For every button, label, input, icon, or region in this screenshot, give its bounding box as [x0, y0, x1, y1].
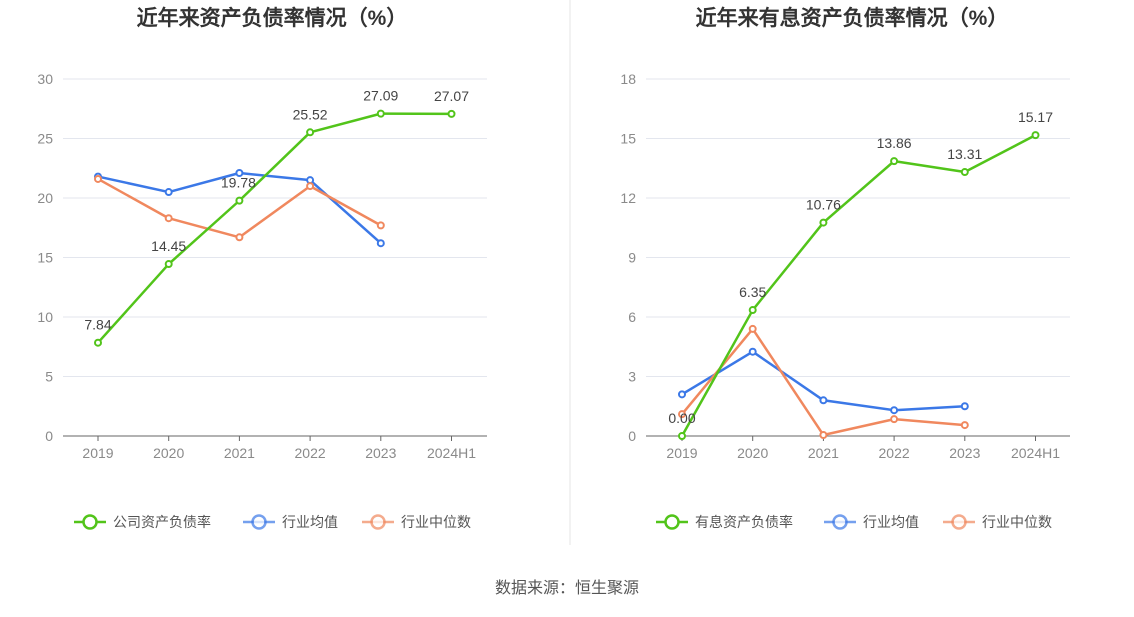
series-point-3	[235, 233, 244, 242]
data-label: 25.52	[293, 106, 328, 122]
data-label: 15.17	[1018, 109, 1053, 125]
legend-label: 行业均值	[863, 514, 919, 530]
series-point-1	[164, 260, 173, 269]
series-point-2	[376, 239, 385, 248]
series-point-1	[819, 218, 828, 227]
series-point-1	[376, 109, 385, 118]
x-tick-label: 2019	[82, 445, 113, 461]
y-tick-label: 15	[37, 250, 53, 266]
x-tick-label: 2023	[365, 445, 396, 461]
series-point-3	[960, 421, 969, 430]
chart-title: 近年来资产负债率情况（%）	[137, 6, 408, 30]
legend-marker	[832, 514, 848, 530]
y-tick-label: 6	[628, 309, 636, 325]
series-point-2	[890, 406, 899, 415]
data-label: 19.78	[221, 175, 256, 191]
y-tick-label: 30	[37, 71, 53, 87]
legend-item-1: 有息资产负债率	[656, 514, 793, 530]
x-tick-label: 2019	[666, 445, 697, 461]
data-label: 13.31	[947, 146, 982, 162]
series-line-1	[97, 112, 452, 344]
legend-label: 行业中位数	[982, 514, 1052, 530]
legend-marker	[251, 514, 267, 530]
data-label: 27.07	[434, 88, 469, 104]
x-tick-label: 2021	[808, 445, 839, 461]
legend-item-2: 行业均值	[243, 514, 338, 530]
x-tick-label: 2024H1	[427, 445, 476, 461]
series-point-1	[235, 196, 244, 205]
y-tick-label: 18	[620, 71, 636, 87]
legend-label: 行业均值	[282, 514, 338, 530]
x-tick-label: 2024H1	[1011, 445, 1060, 461]
legend-marker	[82, 514, 98, 530]
series-point-2	[678, 390, 686, 399]
series-line-1	[680, 134, 1037, 437]
x-tick-label: 2023	[949, 445, 980, 461]
legend-label: 公司资产负债率	[113, 514, 211, 530]
series-point-1	[447, 109, 456, 118]
chart-title: 近年来有息资产负债率情况（%）	[696, 6, 1009, 30]
data-label: 14.45	[151, 238, 186, 254]
series-point-1	[94, 338, 102, 347]
series-point-1	[748, 306, 757, 315]
series-point-3	[306, 182, 315, 191]
series-point-1	[960, 168, 969, 177]
y-tick-label: 3	[628, 369, 636, 385]
legend-item-3: 行业中位数	[943, 514, 1052, 530]
data-label: 27.09	[363, 88, 398, 104]
x-tick-label: 2020	[737, 445, 768, 461]
y-tick-label: 25	[37, 131, 53, 147]
legend-marker	[664, 514, 680, 530]
series-point-2	[748, 347, 757, 356]
x-tick-label: 2022	[295, 445, 326, 461]
legend-item-3: 行业中位数	[362, 514, 471, 530]
y-tick-label: 0	[45, 428, 53, 444]
chart-1: 近年来资产负债率情况（%） 0 5 10 15 20 25 30 2019 2020 2021 202…	[37, 6, 487, 530]
y-tick-label: 0	[628, 428, 636, 444]
y-tick-label: 9	[628, 250, 636, 266]
y-tick-label: 12	[620, 190, 636, 206]
legend-label: 有息资产负债率	[695, 514, 793, 530]
legend-label: 行业中位数	[401, 514, 471, 530]
series-point-3	[94, 174, 102, 183]
data-label: 10.76	[806, 197, 841, 213]
series-point-2	[235, 169, 244, 178]
x-tick-label: 2022	[879, 445, 910, 461]
series-point-3	[376, 221, 385, 230]
series-point-3	[819, 431, 828, 440]
series-point-3	[748, 324, 757, 333]
series-line-3	[681, 327, 965, 437]
y-tick-label: 5	[45, 369, 53, 385]
series-point-1	[306, 128, 315, 137]
series-point-1	[678, 432, 686, 440]
data-label: 7.84	[84, 317, 111, 333]
legend-item-2: 行业均值	[824, 514, 919, 530]
legend-marker	[370, 514, 386, 530]
data-label: 6.35	[739, 284, 766, 300]
legend-marker	[951, 514, 967, 530]
series-point-2	[819, 396, 828, 405]
series-point-1	[890, 157, 899, 166]
x-tick-label: 2021	[224, 445, 255, 461]
data-label: 0.00	[668, 410, 695, 426]
series-point-2	[960, 402, 969, 411]
y-tick-label: 20	[37, 190, 53, 206]
x-tick-label: 2020	[153, 445, 184, 461]
y-tick-label: 15	[620, 131, 636, 147]
series-point-3	[890, 415, 899, 424]
series-point-1	[1031, 131, 1040, 140]
chart-2: 近年来有息资产负债率情况（%） 0 3 6 9 12 15 18 2019 2020 2021 202…	[620, 6, 1070, 530]
series-point-2	[164, 188, 173, 197]
y-tick-label: 10	[37, 309, 53, 325]
data-source-label: 数据来源：恒生聚源	[494, 580, 639, 597]
data-label: 13.86	[877, 135, 912, 151]
series-point-3	[678, 410, 686, 419]
legend-item-1: 公司资产负债率	[74, 514, 211, 530]
series-point-3	[164, 214, 173, 223]
